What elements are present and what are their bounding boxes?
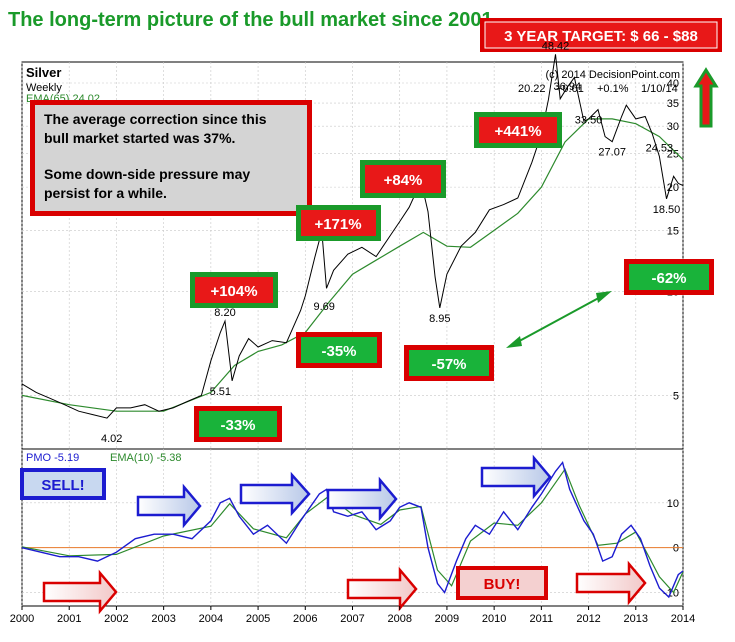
x-tick-label: 2008 — [387, 613, 411, 625]
x-tick-label: 2005 — [246, 613, 270, 625]
x-tick-label: 2010 — [482, 613, 506, 625]
sell-label: SELL! — [41, 477, 84, 494]
sell-signal-box: SELL! — [20, 468, 106, 500]
buy-signal-box: BUY! — [456, 566, 548, 600]
red-arrow-icon — [575, 560, 647, 606]
x-tick-label: 2003 — [151, 613, 175, 625]
price-label: 4.02 — [101, 433, 122, 445]
price-label: 5.51 — [210, 386, 231, 398]
price-label: 48.42 — [542, 40, 570, 52]
quote-date: 1/10/14 — [641, 83, 678, 95]
gain-box-84: +84% — [360, 160, 446, 198]
svg-text:-62%: -62% — [651, 270, 686, 287]
gain-box-441: +441% — [474, 112, 562, 148]
x-tick-label: 2007 — [340, 613, 364, 625]
blue-arrow-icon — [136, 483, 202, 529]
note-line-2: bull market started was 37%. — [44, 130, 235, 146]
price-tick-label: 35 — [667, 98, 679, 110]
loss-box-35: -35% — [296, 332, 382, 368]
pmo-ema-series-line — [21, 467, 684, 594]
source-label: (c) 2014 DecisionPoint.com — [545, 69, 680, 81]
chart-title: Silver — [26, 65, 61, 80]
loss-box-33: -33% — [194, 406, 282, 442]
gain-box-104: +104% — [190, 272, 278, 308]
price-tick-label: 30 — [667, 121, 679, 133]
page-title: The long-term picture of the bull market… — [8, 9, 493, 31]
svg-text:+84%: +84% — [384, 172, 423, 189]
x-tick-label: 2000 — [10, 613, 34, 625]
gain-box-171: +171% — [296, 205, 381, 241]
pmo-label: PMO -5.19 — [26, 452, 79, 464]
buy-label: BUY! — [484, 576, 521, 593]
price-tick-label: 5 — [673, 390, 679, 402]
price-label: 8.95 — [429, 313, 450, 325]
quote-pct: +0.1% — [597, 83, 629, 95]
pmo-tick-label: 0 — [673, 543, 679, 555]
price-tick-label: 40 — [667, 78, 679, 90]
up-arrow-icon — [693, 67, 719, 128]
x-tick-label: 2009 — [435, 613, 459, 625]
x-axis: 2000 2001 2002 2003 2004 2005 2006 2007 2008 2009… — [10, 606, 695, 625]
pmo-series-line — [21, 460, 684, 599]
target-box: 3 YEAR TARGET: $ 66 - $88 — [480, 18, 722, 52]
price-tick-label: 25 — [667, 149, 679, 161]
svg-text:-57%: -57% — [431, 356, 466, 373]
loss-box-57: -57% — [404, 345, 494, 381]
red-arrow-icon — [42, 569, 118, 615]
svg-text:-35%: -35% — [321, 343, 356, 360]
quote-change: +0.01 — [556, 83, 584, 95]
pmo-ema-label: EMA(10) -5.38 — [110, 452, 182, 464]
x-tick-label: 2012 — [576, 613, 600, 625]
double-arrow-icon — [506, 291, 612, 348]
price-label: 8.20 — [214, 307, 235, 319]
note-line-4: persist for a while. — [44, 185, 167, 201]
blue-arrow-icon — [326, 476, 398, 522]
svg-text:+104%: +104% — [210, 283, 257, 300]
price-label: 33.50 — [575, 115, 603, 127]
price-label: 27.07 — [598, 147, 626, 159]
svg-text:+441%: +441% — [494, 123, 541, 140]
price-label: 18.50 — [653, 204, 681, 216]
svg-text:-33%: -33% — [220, 417, 255, 434]
price-label: 9.69 — [313, 301, 334, 313]
note-line-1: The average correction since this — [44, 111, 267, 127]
blue-arrow-icon — [480, 454, 552, 500]
target-text: 3 YEAR TARGET: $ 66 - $88 — [504, 28, 698, 45]
quote-price: 20.22 — [518, 83, 546, 95]
red-arrow-icon — [346, 566, 418, 612]
loss-box-62: -62% — [624, 259, 714, 295]
x-tick-label: 2013 — [624, 613, 648, 625]
x-tick-label: 2006 — [293, 613, 317, 625]
price-label: 24.53 — [646, 142, 674, 154]
pmo-tick-label: 10 — [667, 498, 679, 510]
note-box: The average correction since this bull m… — [30, 100, 312, 216]
quote-line: 20.22 +0.01 +0.1% 1/10/14 — [518, 83, 678, 95]
x-tick-label: 2011 — [530, 613, 554, 625]
x-tick-label: 2014 — [671, 613, 695, 625]
blue-arrow-icon — [239, 471, 311, 517]
x-tick-label: 2001 — [57, 613, 81, 625]
note-line-3: Some down-side pressure may — [44, 166, 250, 182]
svg-text:+171%: +171% — [314, 216, 361, 233]
x-tick-label: 2004 — [199, 613, 223, 625]
price-tick-label: 15 — [667, 225, 679, 237]
price-series-line — [21, 54, 684, 419]
x-tick-label: 2002 — [104, 613, 128, 625]
chart-subtitle: Weekly — [26, 82, 62, 94]
price-label: 36.94 — [554, 81, 582, 93]
price-tick-label: 20 — [667, 182, 679, 194]
